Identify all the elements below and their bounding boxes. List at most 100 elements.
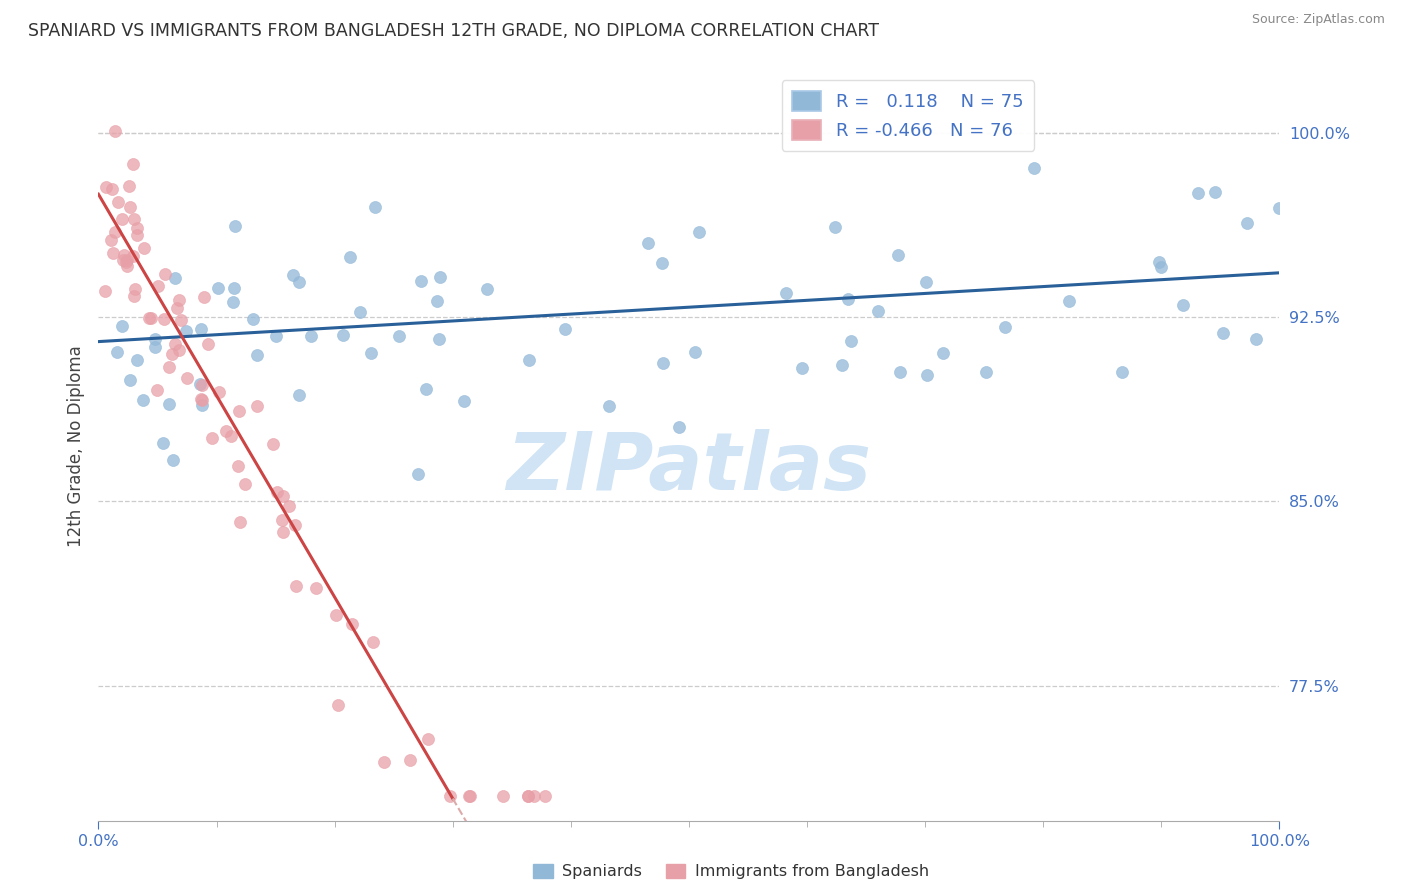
Point [107, 195, 129, 210]
Point [122, 212, 145, 227]
Point [271, 525, 294, 540]
Point [122, 249, 145, 263]
Point [418, 732, 440, 747]
Point [439, 789, 461, 803]
Point [120, 373, 142, 387]
Point [305, 581, 328, 595]
Point [201, 431, 224, 445]
Point [224, 219, 246, 233]
Point [974, 365, 997, 379]
Point [598, 399, 620, 413]
Point [107, 345, 129, 359]
Point [262, 437, 284, 451]
Point [94, 284, 117, 298]
Point [427, 332, 450, 346]
Point [157, 397, 180, 411]
Point [915, 275, 938, 289]
Legend: R =   0.118    N = 75, R = -0.466   N = 76: R = 0.118 N = 75, R = -0.466 N = 76 [782, 80, 1035, 151]
Point [166, 301, 188, 315]
Point [637, 236, 659, 251]
Point [915, 368, 938, 383]
Point [994, 320, 1017, 334]
Point [146, 279, 169, 293]
Point [157, 360, 180, 375]
Legend: Spaniards, Immigrants from Bangladesh: Spaniards, Immigrants from Bangladesh [529, 859, 934, 884]
Point [115, 259, 138, 273]
Point [112, 248, 135, 262]
Point [284, 518, 307, 533]
Point [100, 233, 122, 247]
Point [1268, 201, 1291, 215]
Point [215, 424, 238, 438]
Point [1147, 255, 1170, 269]
Point [1111, 365, 1133, 379]
Point [174, 324, 197, 338]
Point [837, 292, 859, 306]
Point [1244, 332, 1267, 346]
Point [266, 485, 288, 500]
Point [288, 388, 311, 402]
Point [668, 419, 690, 434]
Point [111, 212, 134, 227]
Point [554, 322, 576, 336]
Point [121, 157, 143, 171]
Point [270, 513, 292, 527]
Point [475, 282, 498, 296]
Point [143, 332, 166, 346]
Point [138, 311, 160, 326]
Point [118, 179, 141, 194]
Point [208, 384, 231, 399]
Y-axis label: 12th Grade, No Diploma: 12th Grade, No Diploma [66, 345, 84, 547]
Point [1150, 260, 1173, 275]
Point [277, 499, 299, 513]
Point [190, 392, 212, 406]
Point [190, 378, 212, 392]
Point [340, 617, 363, 632]
Point [101, 245, 124, 260]
Point [152, 312, 174, 326]
Point [152, 435, 174, 450]
Point [266, 329, 288, 343]
Point [453, 394, 475, 409]
Point [373, 755, 395, 769]
Point [125, 227, 148, 242]
Point [824, 219, 846, 234]
Point [165, 337, 187, 351]
Point [246, 348, 269, 362]
Point [233, 477, 256, 491]
Point [388, 328, 411, 343]
Point [301, 328, 323, 343]
Point [326, 698, 349, 712]
Point [1022, 161, 1045, 176]
Point [143, 340, 166, 354]
Point [866, 303, 889, 318]
Point [685, 345, 707, 359]
Point [229, 515, 252, 529]
Point [111, 318, 134, 333]
Point [193, 290, 215, 304]
Point [188, 377, 211, 392]
Point [534, 789, 557, 803]
Point [284, 579, 307, 593]
Point [139, 310, 162, 325]
Point [165, 270, 187, 285]
Point [134, 241, 156, 255]
Point [1236, 215, 1258, 229]
Point [932, 346, 955, 360]
Point [176, 371, 198, 385]
Point [1212, 326, 1234, 341]
Point [114, 255, 136, 269]
Point [1204, 186, 1226, 200]
Point [652, 356, 675, 370]
Point [523, 789, 546, 803]
Point [517, 353, 540, 368]
Point [288, 276, 311, 290]
Point [399, 753, 422, 767]
Point [124, 289, 146, 303]
Point [191, 392, 214, 407]
Point [349, 305, 371, 319]
Point [775, 285, 797, 300]
Point [1057, 293, 1080, 308]
Point [273, 489, 295, 503]
Point [360, 346, 382, 360]
